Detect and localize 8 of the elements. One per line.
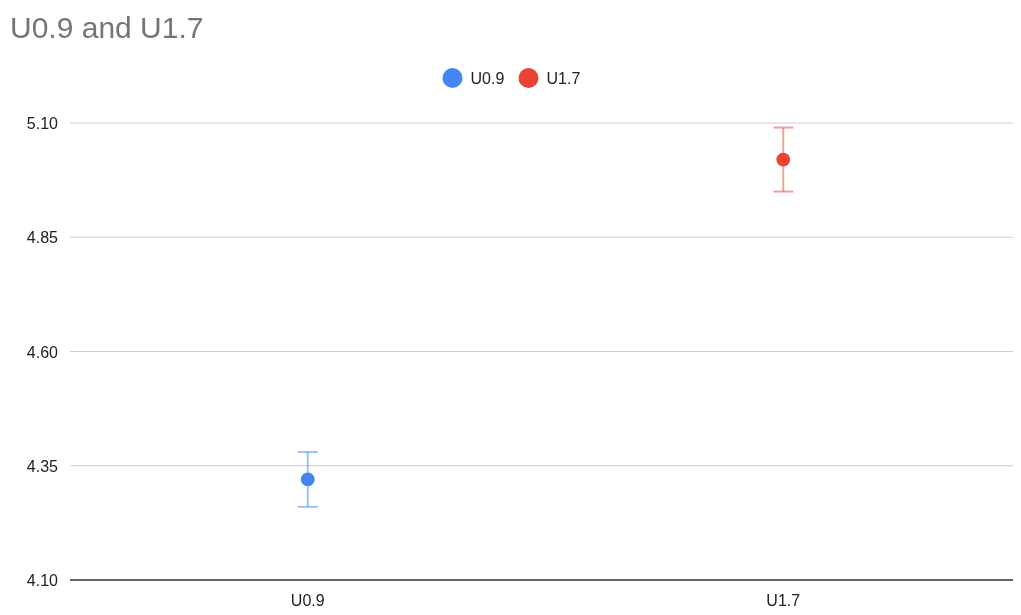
legend-label: U0.9 xyxy=(470,70,505,87)
chart-title: U0.9 and U1.7 xyxy=(10,11,204,44)
legend-label: U1.7 xyxy=(546,70,581,87)
y-tick-label: 4.85 xyxy=(26,229,59,247)
y-tick-label: 4.60 xyxy=(26,343,59,361)
y-tick-label: 4.10 xyxy=(26,572,59,589)
y-tick-label: 5.10 xyxy=(26,115,59,132)
y-tick-label: 4.35 xyxy=(26,457,59,475)
